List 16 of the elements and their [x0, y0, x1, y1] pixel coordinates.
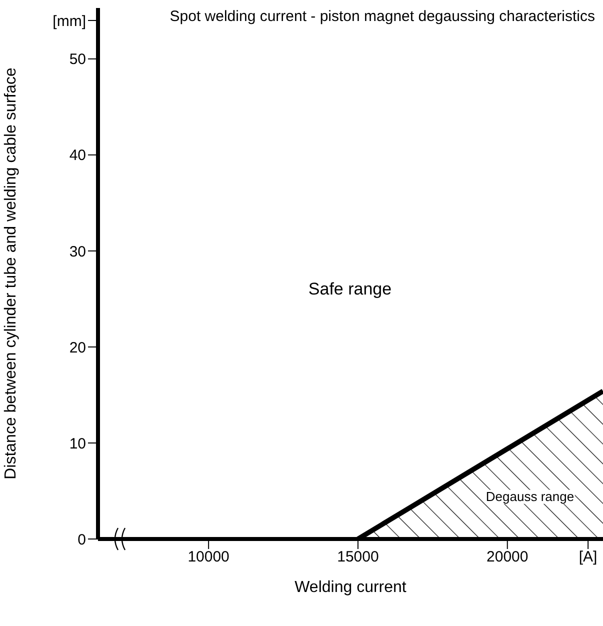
annotation: Safe range [307, 280, 393, 300]
y-tick-label: 20 [69, 339, 86, 356]
annotation: Degauss range [484, 488, 576, 504]
y-axis-title: Distance between cylinder tube and welding cable surface [2, 68, 20, 480]
x-tick-label: 10000 [188, 548, 230, 566]
y-tick-label: 30 [69, 243, 86, 260]
y-tick-label: [mm] [52, 12, 86, 30]
chart-title: Spot welding current - piston magnet degaussing characteristics [170, 8, 595, 25]
y-tick-label: 50 [69, 51, 86, 68]
y-tick-label: 0 [78, 531, 86, 548]
x-tick-label: 15000 [337, 548, 379, 566]
y-tick-label: 10 [69, 435, 86, 452]
x-tick-label: 20000 [486, 548, 528, 566]
x-tick-label: [A] [578, 548, 598, 566]
y-tick-label: 40 [69, 147, 86, 164]
x-axis-title: Welding current [294, 579, 407, 596]
